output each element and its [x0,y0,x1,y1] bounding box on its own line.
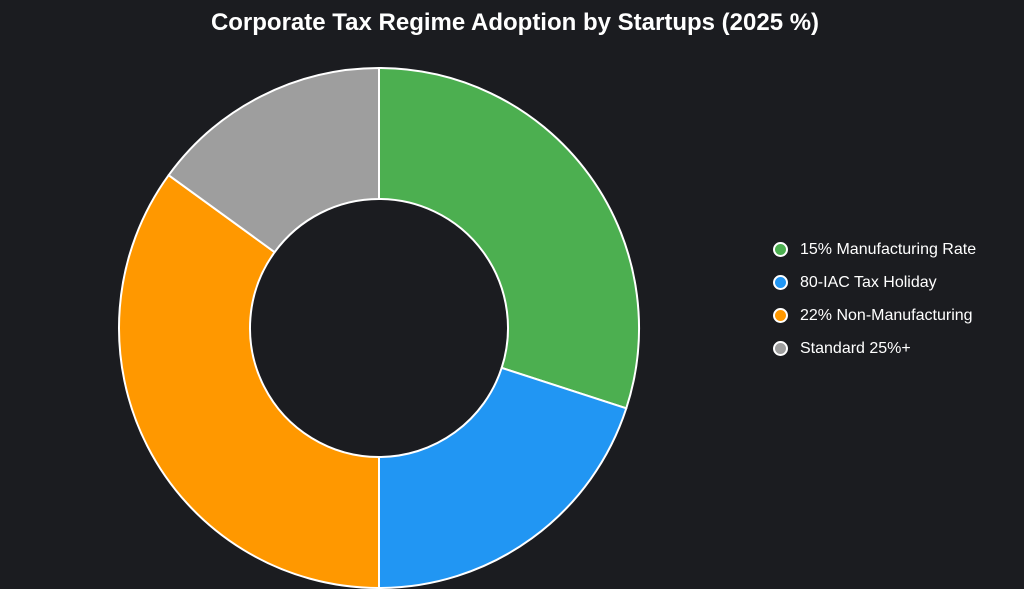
legend-item-80-iac-tax-holiday[interactable]: 80-IAC Tax Holiday [773,266,976,299]
legend-label: Standard 25%+ [800,339,911,357]
slice-22-non-manufacturing[interactable] [118,174,380,589]
legend-item-15-manufacturing-rate[interactable]: 15% Manufacturing Rate [773,233,976,266]
chart-title: Corporate Tax Regime Adoption by Startup… [210,9,820,36]
legend-label: 80-IAC Tax Holiday [800,273,937,291]
legend-swatch [773,242,788,257]
legend-swatch [773,308,788,323]
legend-item-22-non-manufacturing[interactable]: 22% Non-Manufacturing [773,299,976,332]
legend-label: 15% Manufacturing Rate [800,240,977,258]
chart-legend: 15% Manufacturing Rate 80-IAC Tax Holiday… [773,233,976,365]
legend-label: 22% Non-Manufacturing [800,306,973,324]
legend-item-standard-25[interactable]: Standard 25%+ [773,332,976,365]
slice-standard-25[interactable] [167,67,380,254]
legend-swatch [773,341,788,356]
legend-swatch [773,275,788,290]
slice-80-iac-tax-holiday[interactable] [378,366,628,589]
slice-15-manufacturing-rate[interactable] [378,67,640,410]
